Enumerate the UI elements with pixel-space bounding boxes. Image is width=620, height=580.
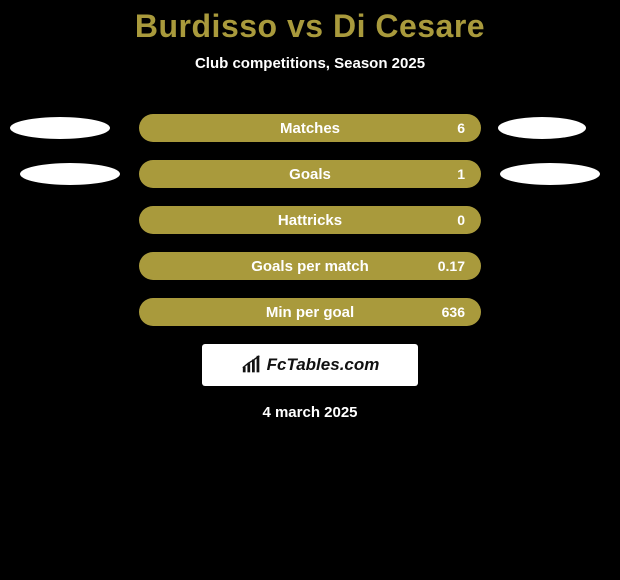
logo-text: FcTables.com xyxy=(267,355,380,375)
chart-icon xyxy=(241,354,263,376)
stat-value: 0 xyxy=(457,212,465,228)
date-text: 4 march 2025 xyxy=(0,404,620,421)
stat-bar: Hattricks 0 xyxy=(139,206,481,234)
stat-row: Goals per match 0.17 xyxy=(0,252,620,280)
right-ellipse xyxy=(500,163,600,185)
stat-bar: Goals per match 0.17 xyxy=(139,252,481,280)
logo-box: FcTables.com xyxy=(202,344,418,386)
stat-row: Hattricks 0 xyxy=(0,206,620,234)
stat-row: Min per goal 636 xyxy=(0,298,620,326)
stat-value: 0.17 xyxy=(438,258,465,274)
stat-label: Min per goal xyxy=(266,304,354,321)
stat-bar: Matches 6 xyxy=(139,114,481,142)
stat-value: 6 xyxy=(457,120,465,136)
stat-label: Hattricks xyxy=(278,212,342,229)
stat-bar: Min per goal 636 xyxy=(139,298,481,326)
stat-row: Goals 1 xyxy=(0,160,620,188)
stat-label: Matches xyxy=(280,120,340,137)
left-ellipse xyxy=(10,117,110,139)
stat-value: 1 xyxy=(457,166,465,182)
stat-row: Matches 6 xyxy=(0,114,620,142)
stat-label: Goals per match xyxy=(251,258,369,275)
stat-rows: Matches 6 Goals 1 Hattricks 0 Goals per … xyxy=(0,114,620,326)
stat-label: Goals xyxy=(289,166,331,183)
right-ellipse xyxy=(498,117,586,139)
stat-bar: Goals 1 xyxy=(139,160,481,188)
page-title: Burdisso vs Di Cesare xyxy=(0,0,620,45)
stat-value: 636 xyxy=(442,304,465,320)
comparison-card: Burdisso vs Di Cesare Club competitions,… xyxy=(0,0,620,580)
page-subtitle: Club competitions, Season 2025 xyxy=(0,55,620,72)
left-ellipse xyxy=(20,163,120,185)
